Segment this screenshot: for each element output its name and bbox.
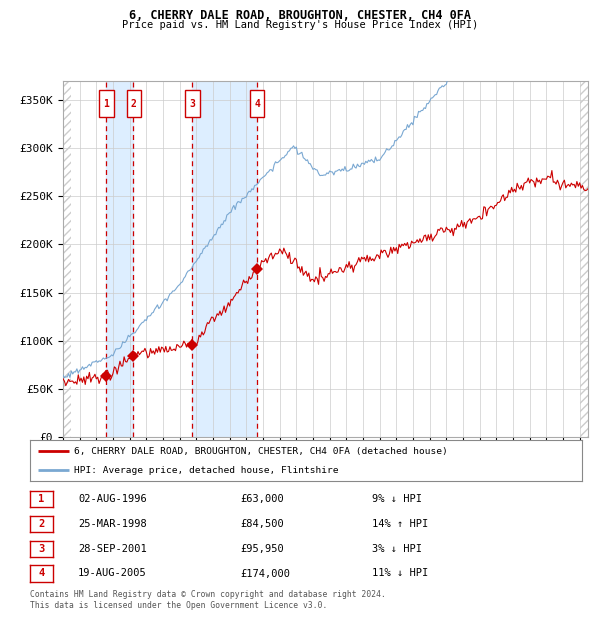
Text: 14% ↑ HPI: 14% ↑ HPI <box>372 519 428 529</box>
Text: 25-MAR-1998: 25-MAR-1998 <box>78 519 147 529</box>
Text: £174,000: £174,000 <box>240 569 290 578</box>
Text: £95,950: £95,950 <box>240 544 284 554</box>
Text: £63,000: £63,000 <box>240 494 284 504</box>
FancyBboxPatch shape <box>250 91 265 117</box>
Bar <box>63 81 71 437</box>
FancyBboxPatch shape <box>185 91 200 117</box>
Text: 6, CHERRY DALE ROAD, BROUGHTON, CHESTER, CH4 0FA (detached house): 6, CHERRY DALE ROAD, BROUGHTON, CHESTER,… <box>74 447 448 456</box>
Bar <box>63 81 71 437</box>
FancyBboxPatch shape <box>100 91 113 117</box>
Text: 2: 2 <box>38 519 44 529</box>
Text: 19-AUG-2005: 19-AUG-2005 <box>78 569 147 578</box>
Text: 4: 4 <box>38 569 44 578</box>
Bar <box>580 81 588 437</box>
Text: HPI: Average price, detached house, Flintshire: HPI: Average price, detached house, Flin… <box>74 466 338 475</box>
Text: 3: 3 <box>38 544 44 554</box>
Text: Price paid vs. HM Land Registry's House Price Index (HPI): Price paid vs. HM Land Registry's House … <box>122 20 478 30</box>
Bar <box>192 81 257 437</box>
Text: 3% ↓ HPI: 3% ↓ HPI <box>372 544 422 554</box>
Text: 1: 1 <box>38 494 44 504</box>
Text: 3: 3 <box>190 99 196 108</box>
Text: 6, CHERRY DALE ROAD, BROUGHTON, CHESTER, CH4 0FA: 6, CHERRY DALE ROAD, BROUGHTON, CHESTER,… <box>129 9 471 22</box>
Text: 11% ↓ HPI: 11% ↓ HPI <box>372 569 428 578</box>
Bar <box>580 81 596 437</box>
Text: 2: 2 <box>131 99 137 108</box>
Text: 1: 1 <box>104 99 109 108</box>
Text: 02-AUG-1996: 02-AUG-1996 <box>78 494 147 504</box>
Text: 28-SEP-2001: 28-SEP-2001 <box>78 544 147 554</box>
Bar <box>106 81 133 437</box>
FancyBboxPatch shape <box>127 91 141 117</box>
Text: 9% ↓ HPI: 9% ↓ HPI <box>372 494 422 504</box>
Text: £84,500: £84,500 <box>240 519 284 529</box>
Text: Contains HM Land Registry data © Crown copyright and database right 2024.
This d: Contains HM Land Registry data © Crown c… <box>30 590 386 609</box>
Text: 4: 4 <box>254 99 260 108</box>
